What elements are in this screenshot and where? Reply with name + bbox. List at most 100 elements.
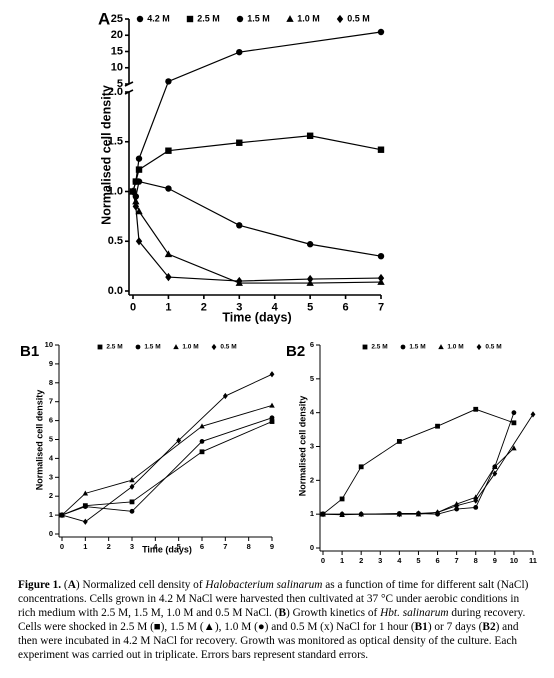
marker bbox=[511, 445, 517, 451]
y-tick-label: 0 bbox=[49, 529, 53, 538]
caption-run: B1 bbox=[414, 621, 428, 633]
marker bbox=[236, 139, 243, 146]
x-tick-label: 1 bbox=[165, 302, 171, 314]
x-tick-label: 2 bbox=[359, 556, 363, 565]
legend-label: 1.5 M bbox=[247, 13, 270, 23]
series-line bbox=[132, 191, 382, 284]
x-tick-label: 6 bbox=[343, 302, 349, 314]
y-tick-label: 1 bbox=[310, 509, 314, 518]
marker bbox=[377, 273, 385, 283]
marker bbox=[236, 276, 243, 286]
marker bbox=[339, 496, 345, 502]
caption-run: ) Growth kinetics of bbox=[286, 607, 381, 619]
marker bbox=[129, 508, 135, 514]
legend-label: 1.0 M bbox=[447, 344, 463, 351]
marker bbox=[135, 237, 143, 246]
marker bbox=[82, 518, 88, 525]
marker bbox=[473, 497, 479, 504]
y-tick-label: 10 bbox=[111, 62, 123, 74]
marker bbox=[135, 178, 143, 185]
marker bbox=[306, 132, 314, 139]
marker bbox=[320, 511, 326, 518]
x-tick-label: 3 bbox=[378, 556, 382, 565]
y-tick-label: 7 bbox=[49, 397, 53, 406]
marker bbox=[132, 197, 140, 205]
caption-run: B bbox=[278, 607, 286, 619]
x-tick-label: 0 bbox=[130, 302, 136, 314]
series-line bbox=[322, 408, 515, 515]
caption-run: Hbt. salinarum bbox=[380, 607, 449, 619]
marker bbox=[186, 15, 194, 23]
y-tick-label: 10 bbox=[45, 340, 53, 349]
x-tick-label: 2 bbox=[201, 302, 207, 314]
x-tick-label: 2 bbox=[107, 542, 111, 551]
marker bbox=[129, 477, 135, 483]
caption-run: Halobacterium salinarum bbox=[205, 579, 323, 591]
marker bbox=[492, 470, 498, 477]
marker bbox=[269, 402, 275, 408]
marker bbox=[199, 423, 205, 429]
marker bbox=[306, 241, 314, 248]
marker bbox=[416, 510, 421, 517]
series-line bbox=[132, 191, 382, 282]
marker bbox=[97, 344, 103, 350]
x-tick-label: 7 bbox=[455, 556, 459, 565]
caption-run: A bbox=[67, 579, 76, 591]
series-line bbox=[322, 447, 515, 516]
marker bbox=[165, 185, 172, 192]
marker bbox=[473, 505, 479, 510]
marker bbox=[511, 410, 517, 416]
marker bbox=[473, 406, 479, 412]
x-tick-label: 9 bbox=[493, 556, 497, 565]
marker bbox=[132, 202, 140, 211]
x-tick-label: 5 bbox=[307, 302, 313, 314]
y-tick-label: 1.0 bbox=[108, 185, 123, 197]
series-line bbox=[323, 414, 534, 515]
y-tick-label: 5 bbox=[117, 78, 123, 90]
caption-run: ( bbox=[61, 579, 68, 591]
caption-run: ) and then were incubated in 4.2 M NaCl … bbox=[18, 621, 519, 661]
y-tick-label: 20 bbox=[111, 29, 123, 41]
panel-label: B1 bbox=[20, 343, 39, 360]
legend-label: 2.5 M bbox=[371, 344, 387, 351]
legend-label: 4.2 M bbox=[147, 13, 170, 23]
marker bbox=[454, 506, 460, 512]
marker bbox=[396, 511, 402, 518]
marker bbox=[164, 250, 173, 258]
y-tick-label: 9 bbox=[49, 359, 53, 368]
caption-run: during recovery. Cells were shocked in 2… bbox=[18, 607, 526, 633]
marker bbox=[377, 28, 385, 36]
caption-run: ) Normalized cell density of bbox=[75, 579, 206, 591]
y-tick-label: 2 bbox=[310, 475, 314, 484]
x-tick-label: 1 bbox=[83, 542, 87, 551]
y-tick-label: 6 bbox=[310, 340, 314, 349]
x-tick-label: 6 bbox=[200, 542, 204, 551]
marker bbox=[530, 411, 536, 418]
marker bbox=[165, 147, 172, 154]
marker bbox=[136, 15, 144, 23]
panel-label: B2 bbox=[286, 343, 305, 360]
marker bbox=[435, 509, 440, 516]
y-tick-label: 1 bbox=[49, 510, 53, 519]
x-tick-label: 0 bbox=[321, 556, 325, 565]
x-tick-label: 0 bbox=[60, 542, 64, 551]
marker bbox=[377, 146, 385, 153]
x-tick-label: 9 bbox=[270, 542, 274, 551]
x-axis-label: Time (days) bbox=[403, 574, 453, 575]
marker bbox=[377, 252, 385, 260]
series-line bbox=[323, 412, 515, 515]
x-tick-label: 1 bbox=[340, 556, 344, 565]
marker bbox=[438, 344, 444, 350]
caption-run: ) or 7 days ( bbox=[427, 621, 483, 633]
legend-label: 0.5 M bbox=[220, 344, 236, 351]
marker bbox=[236, 222, 243, 229]
x-tick-label: 4 bbox=[153, 542, 158, 551]
marker bbox=[82, 504, 88, 509]
legend-label: 1.0 M bbox=[297, 13, 320, 23]
y-tick-label: 4 bbox=[310, 408, 315, 417]
y-tick-label: 0 bbox=[310, 543, 314, 552]
x-tick-label: 8 bbox=[247, 542, 251, 551]
y-tick-label: 25 bbox=[111, 13, 123, 25]
